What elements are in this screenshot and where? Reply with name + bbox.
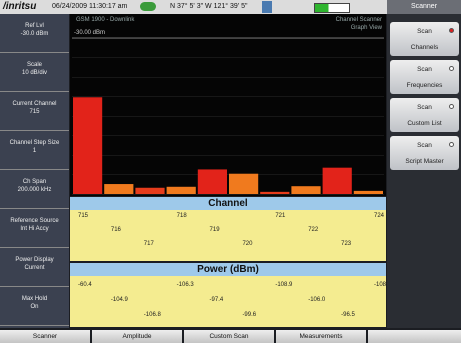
radio-indicator bbox=[449, 28, 454, 33]
standard: GSM 1900 - Downlink bbox=[76, 17, 135, 23]
gps-coordinates: N 37° 5' 3" W 121° 39' 5" bbox=[170, 3, 248, 10]
softkey[interactable]: Scanner bbox=[0, 330, 90, 343]
parameter: Reference Source Int Hi Accy bbox=[0, 209, 69, 248]
bar bbox=[166, 186, 196, 194]
parameter-label: Channel Step Size bbox=[9, 140, 60, 146]
power-value: -104.9 bbox=[110, 297, 128, 303]
radio-indicator bbox=[449, 142, 454, 147]
parameter: Power Display Current bbox=[0, 248, 69, 287]
bar bbox=[260, 191, 290, 194]
parameter-label: Power Display bbox=[15, 257, 54, 263]
parameter: Channel Step Size 1 bbox=[0, 131, 69, 170]
parameter-label: Reference Source bbox=[10, 218, 59, 224]
softkey[interactable]: Measurements bbox=[276, 330, 366, 343]
softkey-bar: Scanner Amplitude Custom Scan Measurements bbox=[0, 330, 461, 343]
parameter-label: Current Channel bbox=[12, 101, 57, 107]
parameter: Max Hold On bbox=[0, 287, 69, 326]
menu-button[interactable]: Scan Script Master bbox=[390, 136, 459, 170]
channel-number: 720 bbox=[242, 241, 253, 247]
channel-number: 717 bbox=[143, 241, 154, 247]
button-line2: Channels bbox=[410, 44, 439, 51]
parameter: Ch Span 200.000 kHz bbox=[0, 170, 69, 209]
parameter-label: Ref Lvl bbox=[25, 23, 44, 29]
button-line1: Scan bbox=[417, 104, 432, 111]
bar bbox=[197, 169, 227, 194]
power-value: -106.3 bbox=[176, 282, 194, 288]
softkey[interactable] bbox=[368, 330, 461, 343]
power-value: -108.9 bbox=[275, 282, 293, 288]
power-value: -97.4 bbox=[209, 297, 224, 303]
mode: Channel Scanner bbox=[336, 17, 382, 23]
bar bbox=[104, 184, 134, 194]
parameter-panel: Ref Lvl -30.0 dBm Scale 10 dB/div Current Ch… bbox=[0, 14, 69, 328]
button-line1: Scan bbox=[417, 66, 432, 73]
power-value: -108.4 bbox=[374, 282, 392, 288]
power-value: -60.4 bbox=[78, 282, 92, 288]
channel-number: 715 bbox=[78, 213, 89, 219]
parameter-value: On bbox=[30, 304, 39, 310]
parameter: Current Channel 715 bbox=[0, 92, 69, 131]
channel-number: 723 bbox=[341, 241, 352, 247]
button-line2: Frequencies bbox=[406, 82, 443, 89]
bar bbox=[229, 173, 259, 194]
menu-title: Scanner bbox=[387, 0, 461, 14]
power-table: -60.4 -104.9 -106.8 -106.3 -97.4 -99.6 -108.9 -… bbox=[70, 276, 391, 327]
parameter-value: 10 dB/div bbox=[21, 70, 48, 76]
logo: /inritsu bbox=[3, 1, 37, 12]
plot-background bbox=[70, 14, 386, 196]
power-value: -106.0 bbox=[308, 297, 326, 303]
view: Graph View bbox=[351, 25, 383, 31]
channel-table: 715 716 717 718 719 720 721 722 723 724 bbox=[70, 210, 386, 261]
parameter-value: Current bbox=[24, 265, 45, 271]
parameter: Ref Lvl -30.0 dBm bbox=[0, 14, 69, 53]
power-value: -106.8 bbox=[143, 312, 161, 318]
bar bbox=[353, 190, 383, 194]
bar bbox=[322, 167, 352, 194]
battery bbox=[314, 3, 350, 13]
parameter-label: Ch Span bbox=[22, 179, 47, 185]
radio-indicator bbox=[449, 66, 454, 71]
power-value: -99.6 bbox=[242, 312, 257, 318]
channel-number: 721 bbox=[275, 213, 286, 219]
save-icon bbox=[262, 1, 272, 13]
ref-marker: -30.00 dBm bbox=[74, 30, 105, 36]
menu-button[interactable]: Scan Channels bbox=[390, 22, 459, 56]
bar bbox=[135, 187, 165, 194]
parameter-label: Max Hold bbox=[21, 296, 48, 302]
bar bbox=[291, 186, 321, 194]
channel-number: 716 bbox=[110, 227, 121, 233]
parameter-value: Int Hi Accy bbox=[20, 226, 49, 232]
button-line1: Scan bbox=[417, 142, 432, 149]
channel-number: 724 bbox=[374, 213, 385, 219]
power-value: -96.5 bbox=[341, 312, 355, 318]
softkey[interactable]: Amplitude bbox=[92, 330, 182, 343]
channel-number: 718 bbox=[176, 213, 187, 219]
button-line1: Scan bbox=[417, 28, 432, 35]
parameter-label: Scale bbox=[26, 62, 42, 68]
parameter-value: 200.000 kHz bbox=[17, 187, 52, 193]
parameter-value: 1 bbox=[32, 148, 37, 154]
softkey[interactable]: Custom Scan bbox=[184, 330, 274, 343]
bar bbox=[73, 97, 103, 194]
parameter: Scale 10 dB/div bbox=[0, 53, 69, 92]
graph: GSM 1900 - Downlink Channel Scanner Grap… bbox=[70, 14, 386, 196]
channel-number: 719 bbox=[209, 227, 220, 233]
channel-number: 722 bbox=[308, 227, 319, 233]
channel-header: Channel bbox=[70, 197, 386, 210]
button-line2: Custom List bbox=[407, 120, 442, 127]
menu-button[interactable]: Scan Frequencies bbox=[390, 60, 459, 94]
menu-panel: Scanner Scan Channels Scan Frequencies Scan C… bbox=[387, 0, 461, 328]
parameter-value: -30.0 dBm bbox=[20, 31, 49, 37]
parameter-value: 715 bbox=[29, 109, 40, 115]
status-bar: /inritsu 06/24/2009 11:30:17 am N 37° 5'… bbox=[0, 0, 387, 14]
button-line2: Script Master bbox=[405, 158, 444, 165]
gps-icon bbox=[140, 2, 156, 11]
radio-indicator bbox=[449, 104, 454, 109]
menu-button[interactable]: Scan Custom List bbox=[390, 98, 459, 132]
power-header: Power (dBm) bbox=[70, 263, 386, 276]
datetime: 06/24/2009 11:30:17 am bbox=[52, 3, 128, 10]
